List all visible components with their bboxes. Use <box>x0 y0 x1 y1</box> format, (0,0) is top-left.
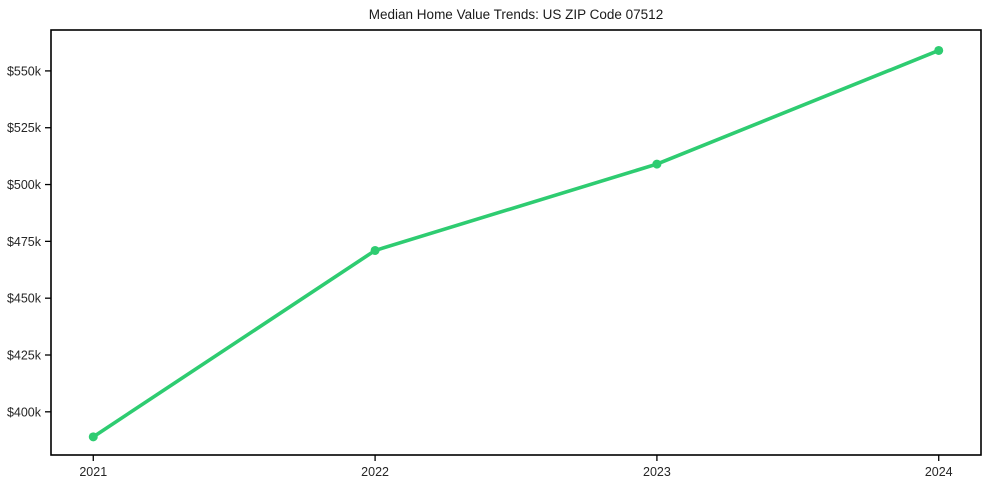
y-tick-label: $450k <box>7 292 42 306</box>
data-point-2022 <box>370 245 380 255</box>
axes-ticks: $400k $425k $450k $475k $500k $525k $550k 2021 2… <box>7 64 953 479</box>
x-tick-label: 2023 <box>643 465 671 479</box>
y-tick-label: $425k <box>7 349 42 363</box>
y-tick-label: $550k <box>7 64 42 78</box>
data-point-2021 <box>88 432 98 442</box>
trend-line <box>91 48 941 439</box>
y-tick-label: $500k <box>7 178 42 192</box>
data-point-2024 <box>934 45 944 55</box>
x-tick-label: 2021 <box>79 465 107 479</box>
y-tick-label: $400k <box>7 405 42 419</box>
y-tick-label: $525k <box>7 121 42 135</box>
x-tick-label: 2024 <box>925 465 953 479</box>
data-point-2023 <box>652 159 662 169</box>
y-tick-label: $475k <box>7 235 42 249</box>
chart-title: Median Home Value Trends: US ZIP Code 07… <box>369 7 663 22</box>
x-tick-label: 2022 <box>361 465 389 479</box>
plot-frame <box>50 29 982 456</box>
data-series <box>88 45 944 442</box>
